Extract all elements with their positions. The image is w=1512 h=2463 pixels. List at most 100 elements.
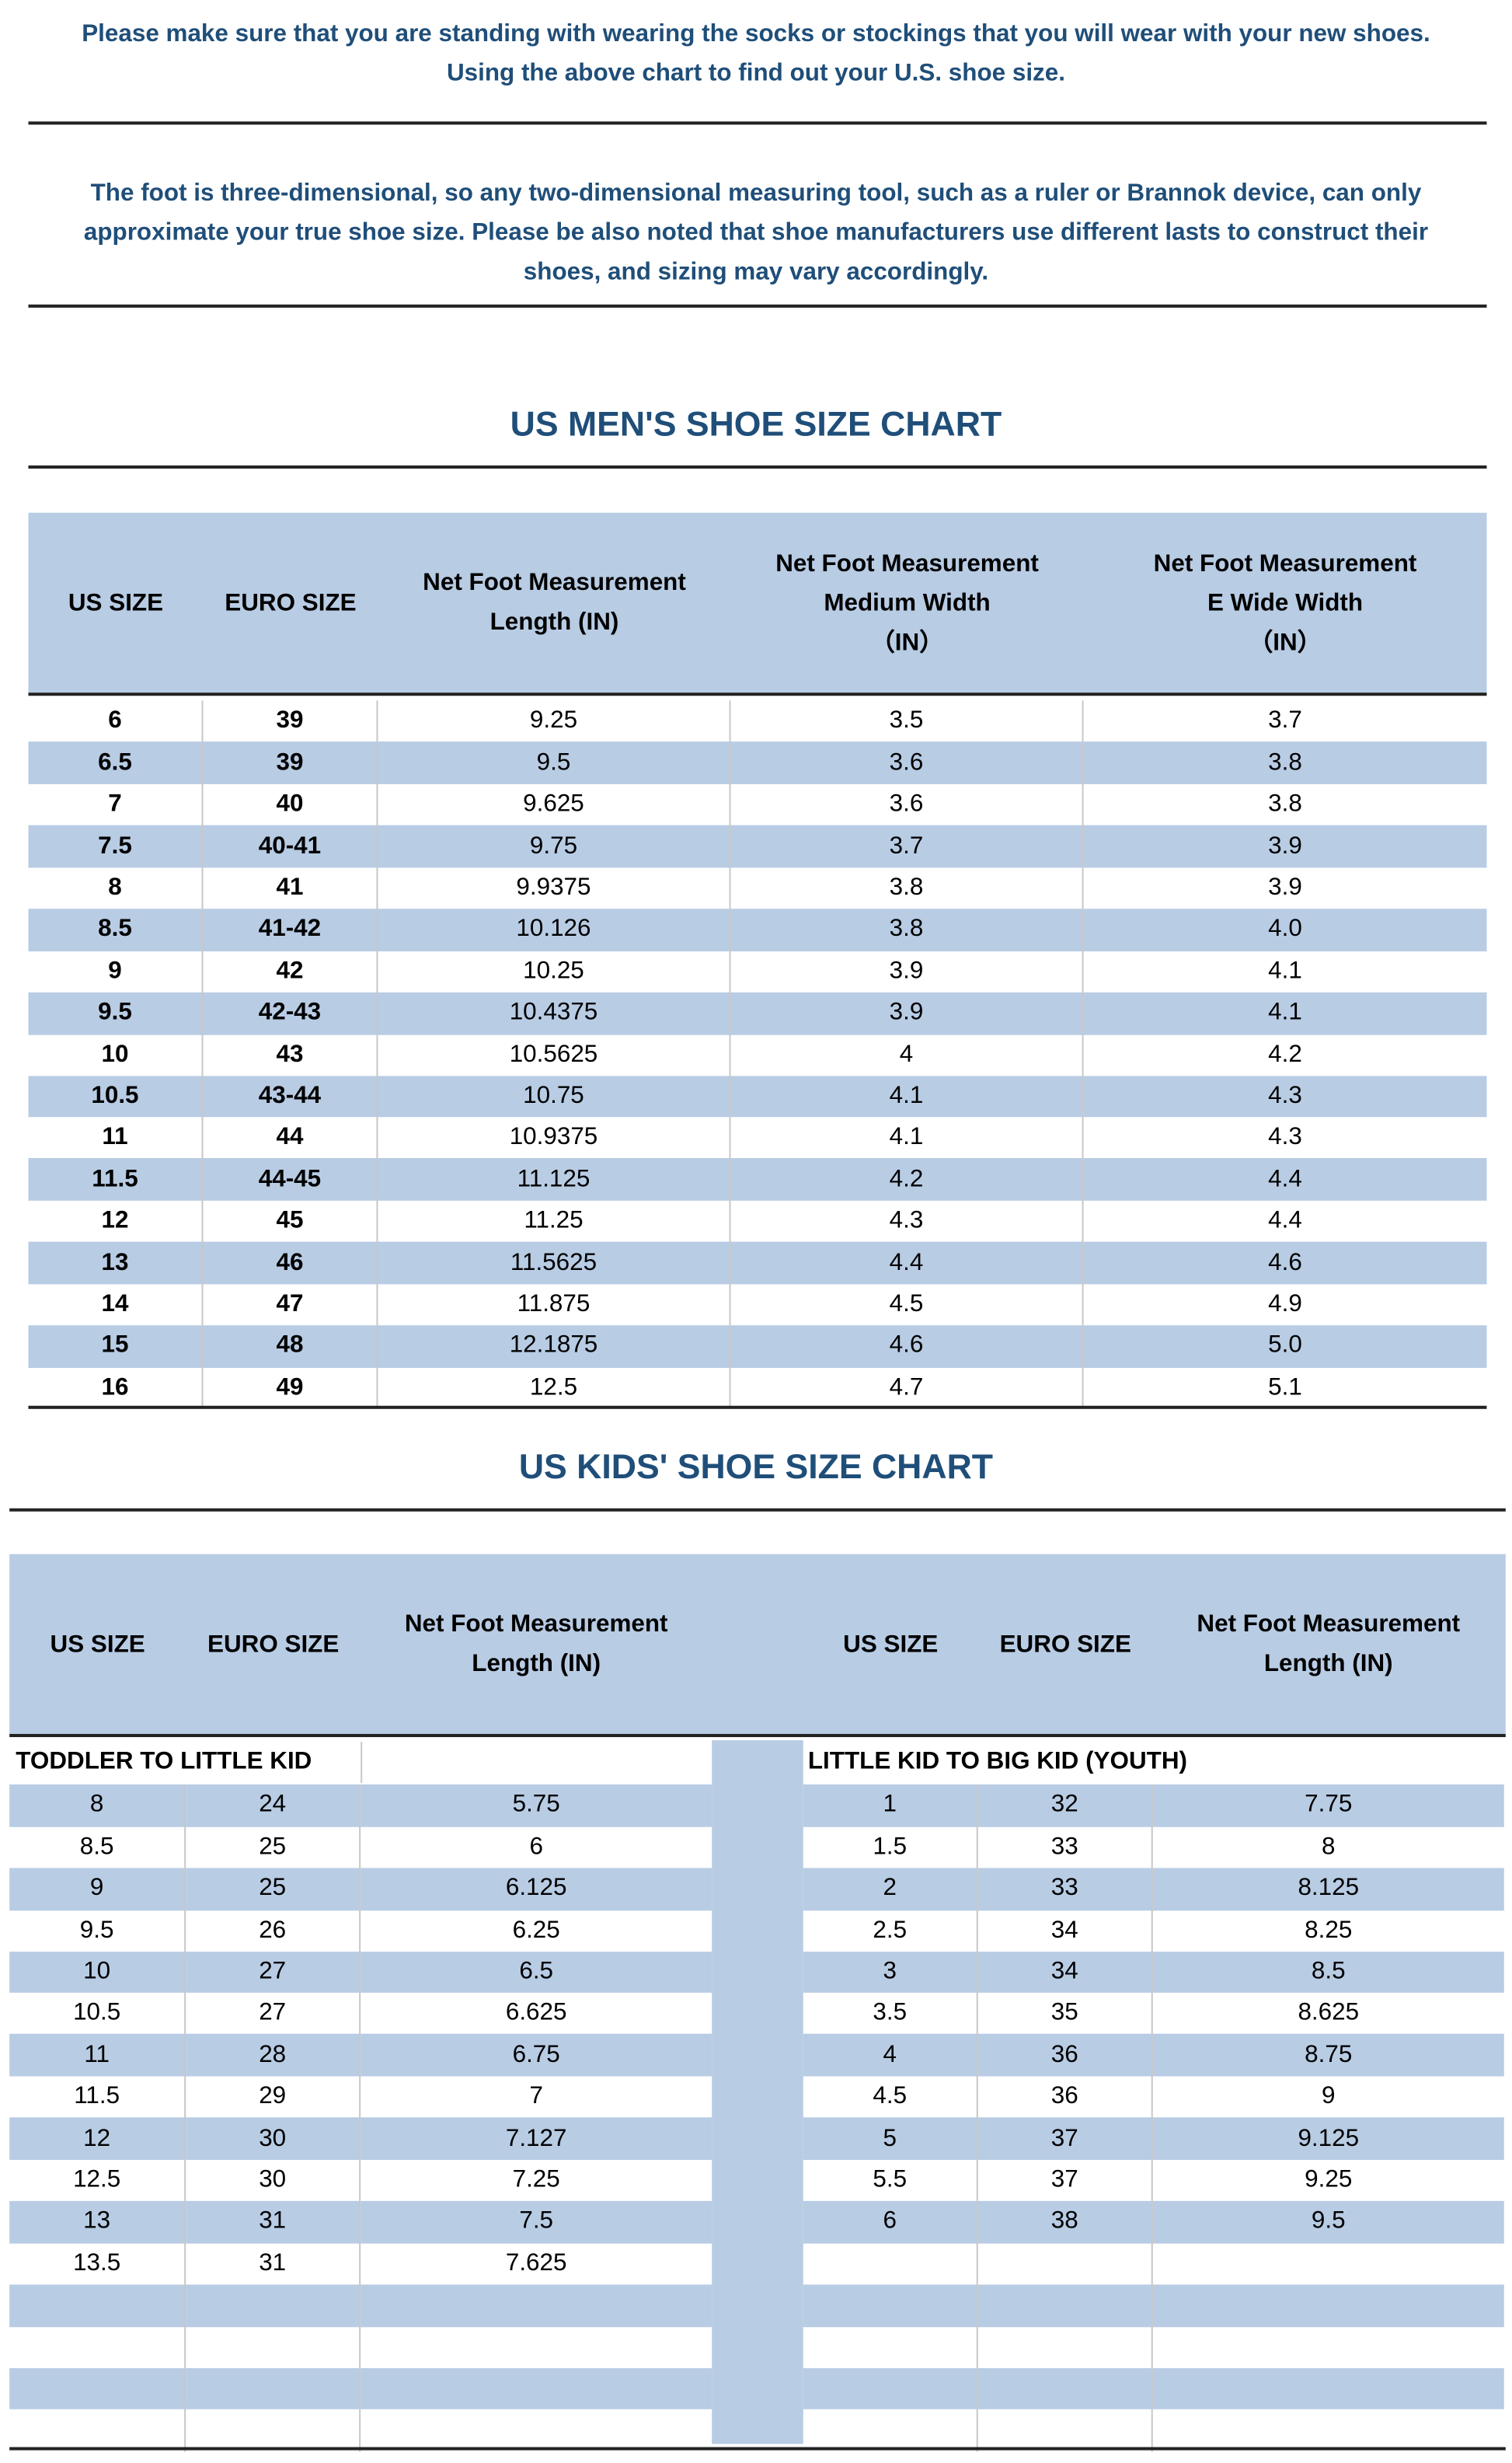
table-cell: 11.5625	[378, 1241, 731, 1285]
table-cell: 3.5	[803, 1992, 978, 2036]
table-cell: 24	[186, 1784, 361, 1827]
table-cell: 9.125	[1152, 2117, 1504, 2161]
table-cell: 2	[803, 1868, 978, 1910]
table-cell: 9.5	[28, 992, 204, 1035]
header-cell: Net Foot Measurement Length (IN)	[361, 1554, 712, 1734]
table-cell: 4.1	[731, 1117, 1084, 1160]
header-cell: US SIZE	[803, 1554, 978, 1734]
table-cell: 9.5	[378, 741, 731, 785]
table-cell: 6	[529, 1833, 543, 1861]
table-cell: 39	[203, 700, 378, 743]
header-text: （IN）	[1248, 628, 1322, 656]
table-cell: 3.6	[730, 741, 1084, 785]
divider	[28, 693, 1487, 696]
empty-cell	[803, 2325, 978, 2369]
table-cell: 30	[186, 2159, 361, 2202]
header-text: Net Foot Measurement	[1153, 549, 1417, 577]
header-cell: US SIZE	[9, 1554, 186, 1734]
header-bg	[28, 512, 1487, 693]
table-cell: 11	[28, 1117, 204, 1160]
table-cell: 7.5	[28, 825, 204, 868]
header-text: Net Foot Measurement	[423, 569, 686, 597]
table-cell: 44	[203, 1117, 378, 1160]
table-cell: 7.75	[1152, 1784, 1504, 1827]
note-line: approximate your true shoe size. Please …	[83, 219, 1429, 246]
header-bg	[9, 1554, 1506, 1734]
table-cell: 37	[977, 2117, 1153, 2161]
table-cell: 4.5	[803, 2076, 978, 2119]
table-cell: 43-44	[203, 1075, 378, 1118]
table-cell: 8.5	[28, 909, 204, 951]
table-cell: 11.25	[378, 1200, 731, 1244]
table-cell: 27	[186, 1951, 361, 1994]
table-cell: 4.6	[1083, 1241, 1487, 1285]
table-cell: 33	[977, 1868, 1153, 1910]
table-cell: 11.875	[378, 1283, 731, 1327]
table-cell: 47	[203, 1283, 378, 1327]
table-cell: 4	[731, 1034, 1084, 1076]
table-cell: 3.8	[730, 909, 1084, 951]
header-cell: EURO SIZE	[203, 513, 378, 693]
table-cell: 8	[9, 1784, 186, 1827]
table-cell: 12.5	[9, 2159, 186, 2202]
table-cell: 8	[1322, 1833, 1336, 1861]
empty-cell	[1152, 2367, 1504, 2410]
table-cell: 13.5	[9, 2242, 186, 2286]
note-line: Please make sure that you are standing w…	[82, 20, 1430, 47]
table-cell: 3.5	[731, 700, 1084, 743]
table-cell: 3.9	[1083, 825, 1487, 868]
header-text: US SIZE	[68, 589, 164, 616]
table-cell: 29	[186, 2076, 361, 2119]
section-label: TODDLER TO LITTLE KID	[16, 1748, 312, 1775]
divider	[28, 121, 1487, 124]
table-cell: 39	[203, 741, 378, 785]
table-cell: 9.25	[1305, 2166, 1353, 2193]
table-cell: 9	[28, 950, 204, 993]
table-cell: 36	[977, 2034, 1153, 2078]
table-cell: 8.5	[1152, 1951, 1504, 1994]
empty-cell	[9, 2367, 186, 2410]
header-text: E Wide Width	[1207, 589, 1364, 616]
table-cell: 6.5	[28, 741, 204, 785]
header-text: Net Foot Measurement	[1197, 1610, 1461, 1638]
table-cell: 15	[28, 1325, 204, 1368]
table-cell: 8.5	[9, 1826, 186, 1869]
table-cell: 7	[28, 783, 204, 827]
table-cell: 4.7	[731, 1366, 1084, 1410]
table-cell: 14	[28, 1283, 204, 1327]
table-cell: 31	[186, 2242, 361, 2286]
table-cell: 9.9375	[378, 867, 731, 910]
table-cell: 43	[203, 1034, 378, 1076]
table-cell: 4.1	[730, 1075, 1084, 1118]
header-cell: Net Foot Measurement E Wide Width （IN）	[1084, 513, 1487, 693]
empty-cell	[803, 2284, 978, 2327]
table-cell: 3.6	[731, 783, 1084, 827]
section-divider	[361, 1742, 363, 1783]
table-cell: 13	[9, 2200, 186, 2244]
table-cell: 3.7	[1268, 707, 1302, 734]
header-text: US SIZE	[50, 1631, 145, 1658]
table-cell: 25	[186, 1826, 361, 1869]
table-cell: 6.5	[361, 1951, 712, 1994]
note-line: The foot is three-dimensional, so any tw…	[90, 180, 1422, 207]
table-cell: 3.7	[730, 825, 1084, 868]
divider	[28, 1405, 1487, 1408]
chart-title: US MEN'S SHOE SIZE CHART	[510, 403, 1002, 444]
table-cell: 10.5625	[378, 1034, 731, 1076]
table-cell: 26	[186, 1909, 361, 1952]
table-cell: 6	[28, 700, 204, 743]
table-cell: 7	[529, 2083, 543, 2110]
header-cell: Net Foot Measurement Length (IN)	[1153, 1554, 1504, 1734]
table-cell: 11	[9, 2034, 186, 2078]
table-cell: 3.9	[731, 950, 1084, 993]
table-cell: 12	[28, 1200, 204, 1244]
table-cell: 9.625	[378, 783, 731, 827]
table-cell: 49	[203, 1366, 378, 1410]
table-cell: 9.5	[9, 1909, 186, 1952]
table-cell: 9	[1322, 2083, 1336, 2110]
header-text: Length (IN)	[472, 1650, 601, 1677]
table-cell: 42-43	[203, 992, 378, 1035]
empty-cell	[978, 2409, 1153, 2452]
table-cell: 4	[803, 2034, 978, 2078]
empty-cell	[803, 2409, 978, 2452]
